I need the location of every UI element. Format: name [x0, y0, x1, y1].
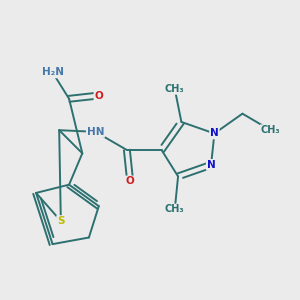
- Text: N: N: [207, 160, 215, 170]
- Text: CH₃: CH₃: [261, 125, 280, 135]
- Text: H₂N: H₂N: [42, 68, 64, 77]
- Text: CH₃: CH₃: [165, 204, 184, 214]
- Text: HN: HN: [87, 127, 104, 137]
- Text: N: N: [210, 128, 219, 139]
- Text: CH₃: CH₃: [165, 84, 184, 94]
- Text: O: O: [94, 91, 103, 100]
- Text: O: O: [126, 176, 135, 186]
- Text: S: S: [57, 216, 64, 226]
